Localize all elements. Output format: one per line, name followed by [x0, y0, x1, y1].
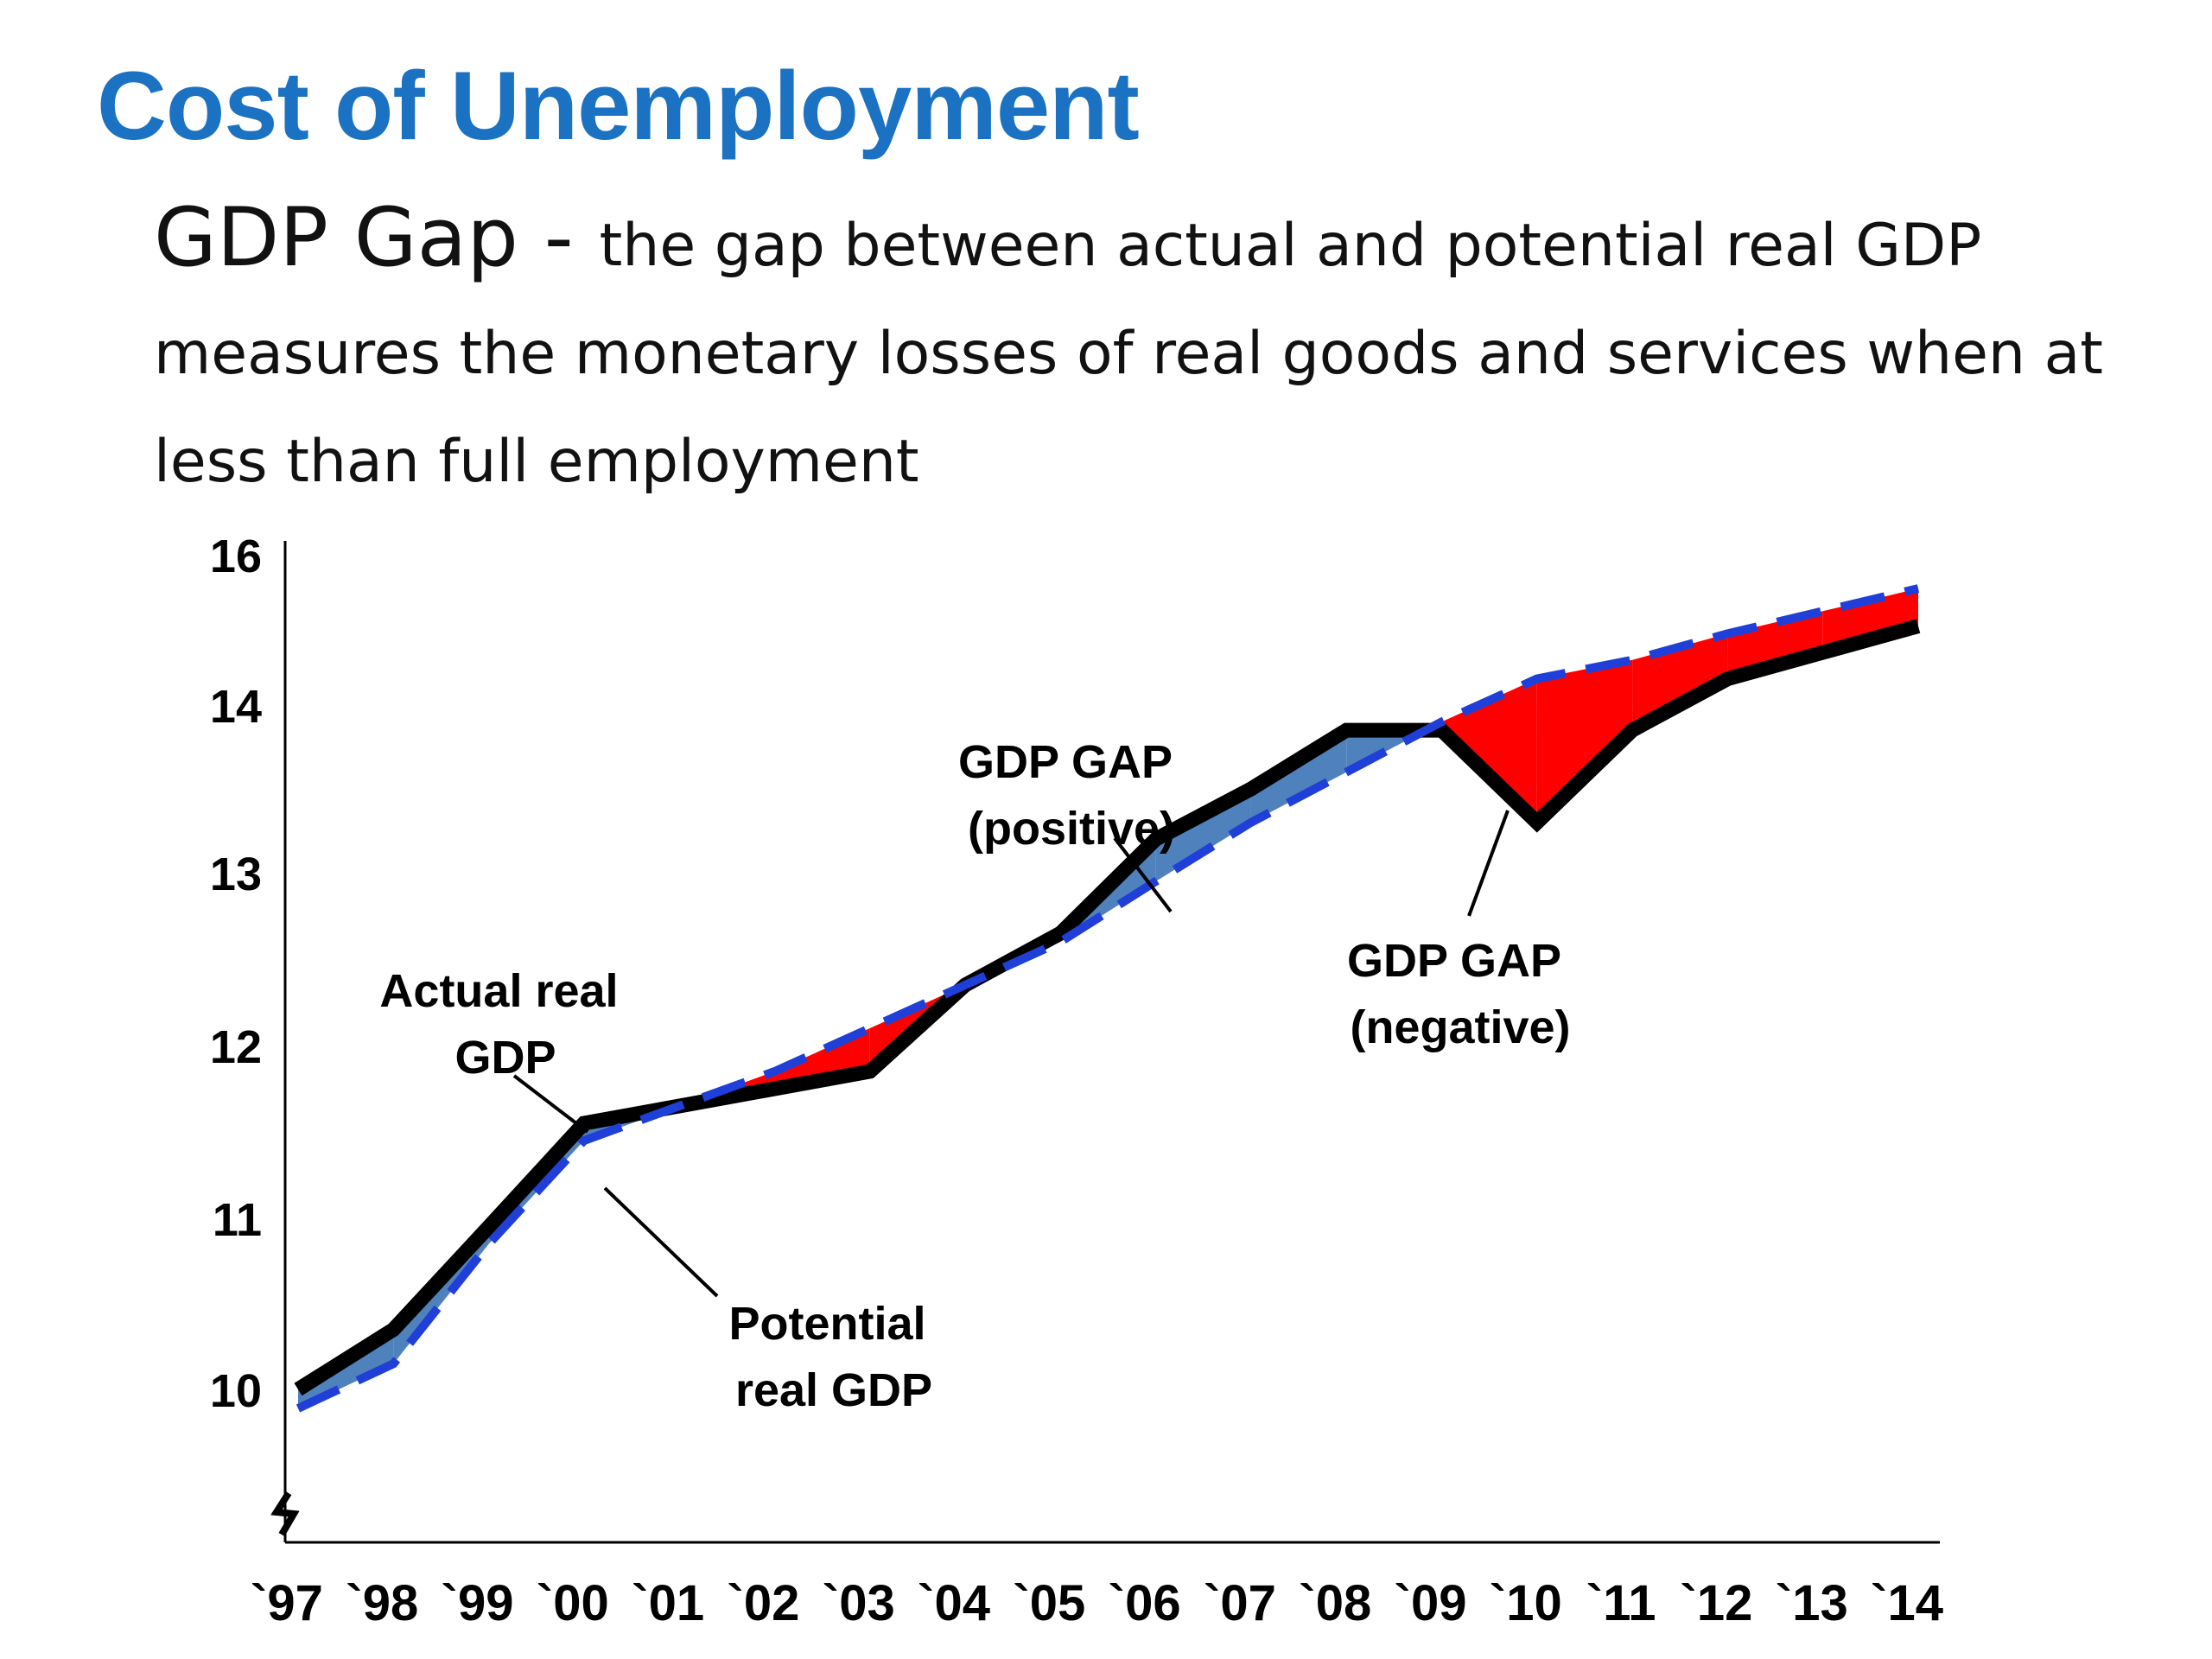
gap-fill-positive: [1155, 789, 1251, 881]
y-tick-label: 11: [213, 1194, 262, 1246]
gap-fill-negative: [1536, 659, 1633, 823]
x-tick-label: `99: [442, 1575, 514, 1631]
leader-positive: [1113, 836, 1173, 913]
x-tick-label: `12: [1681, 1575, 1753, 1631]
axes: [270, 541, 1940, 1544]
leader-negative: [1467, 810, 1510, 917]
gdp-gap-chart: 10 11 12 13 14 16 `97 `98 `99 `00 `01 `02 `03 `04 `05…: [210, 531, 1943, 1631]
y-tick-label: 16: [210, 531, 262, 582]
definition-body: the gap between actual and potential rea…: [154, 212, 2103, 496]
definition-text: GDP Gap - the gap between actual and pot…: [154, 192, 2167, 524]
gap-fill-negative: [1822, 588, 1918, 653]
y-tick-label: 10: [210, 1365, 262, 1417]
y-tick-labels: 10 11 12 13 14 16: [210, 531, 262, 1417]
definition-term: GDP Gap: [154, 191, 518, 285]
annotation-positive: GDP GAP (positive): [958, 736, 1185, 855]
leader-potential: [603, 1186, 719, 1298]
annotation-leaders: [512, 810, 1510, 1298]
x-tick-label: `10: [1490, 1575, 1562, 1631]
x-tick-label: `02: [728, 1575, 800, 1631]
x-tick-label: `98: [346, 1575, 418, 1631]
page-title: Cost of Unemployment: [97, 52, 1140, 160]
y-tick-label: 12: [210, 1021, 262, 1073]
annotation-actual: Actual real GDP: [379, 965, 631, 1084]
annotation-potential: Potential real GDP: [728, 1298, 938, 1416]
x-tick-label: `01: [632, 1575, 704, 1631]
series-lines: [294, 584, 1921, 1413]
x-tick-labels: `97 `98 `99 `00 `01 `02 `03 `04 `05 `06 `07 `08 `09 `…: [251, 1575, 1943, 1631]
x-tick-label: `97: [251, 1575, 323, 1631]
x-tick-label: `04: [918, 1575, 990, 1631]
axis-break-mark: [270, 1491, 300, 1537]
series-actual-line: [294, 619, 1921, 1396]
x-tick-label: `13: [1776, 1575, 1848, 1631]
definition-separator: -: [518, 191, 600, 285]
annotations: Actual real GDP Potential real GDP GDP G…: [379, 736, 1573, 1416]
x-tick-label: `14: [1871, 1575, 1943, 1631]
x-tick-label: `00: [537, 1575, 609, 1631]
x-tick-label: `05: [1013, 1575, 1085, 1631]
x-tick-label: `06: [1109, 1575, 1181, 1631]
x-tick-label: `11: [1586, 1575, 1656, 1631]
y-tick-label: 13: [210, 849, 262, 900]
x-tick-label: `07: [1204, 1575, 1276, 1631]
leader-actual: [512, 1074, 589, 1134]
x-tick-label: `08: [1299, 1575, 1371, 1631]
annotation-negative: GDP GAP (negative): [1347, 935, 1573, 1053]
x-tick-label: `03: [823, 1575, 895, 1631]
x-tick-label: `09: [1395, 1575, 1467, 1631]
y-tick-label: 14: [210, 681, 262, 733]
